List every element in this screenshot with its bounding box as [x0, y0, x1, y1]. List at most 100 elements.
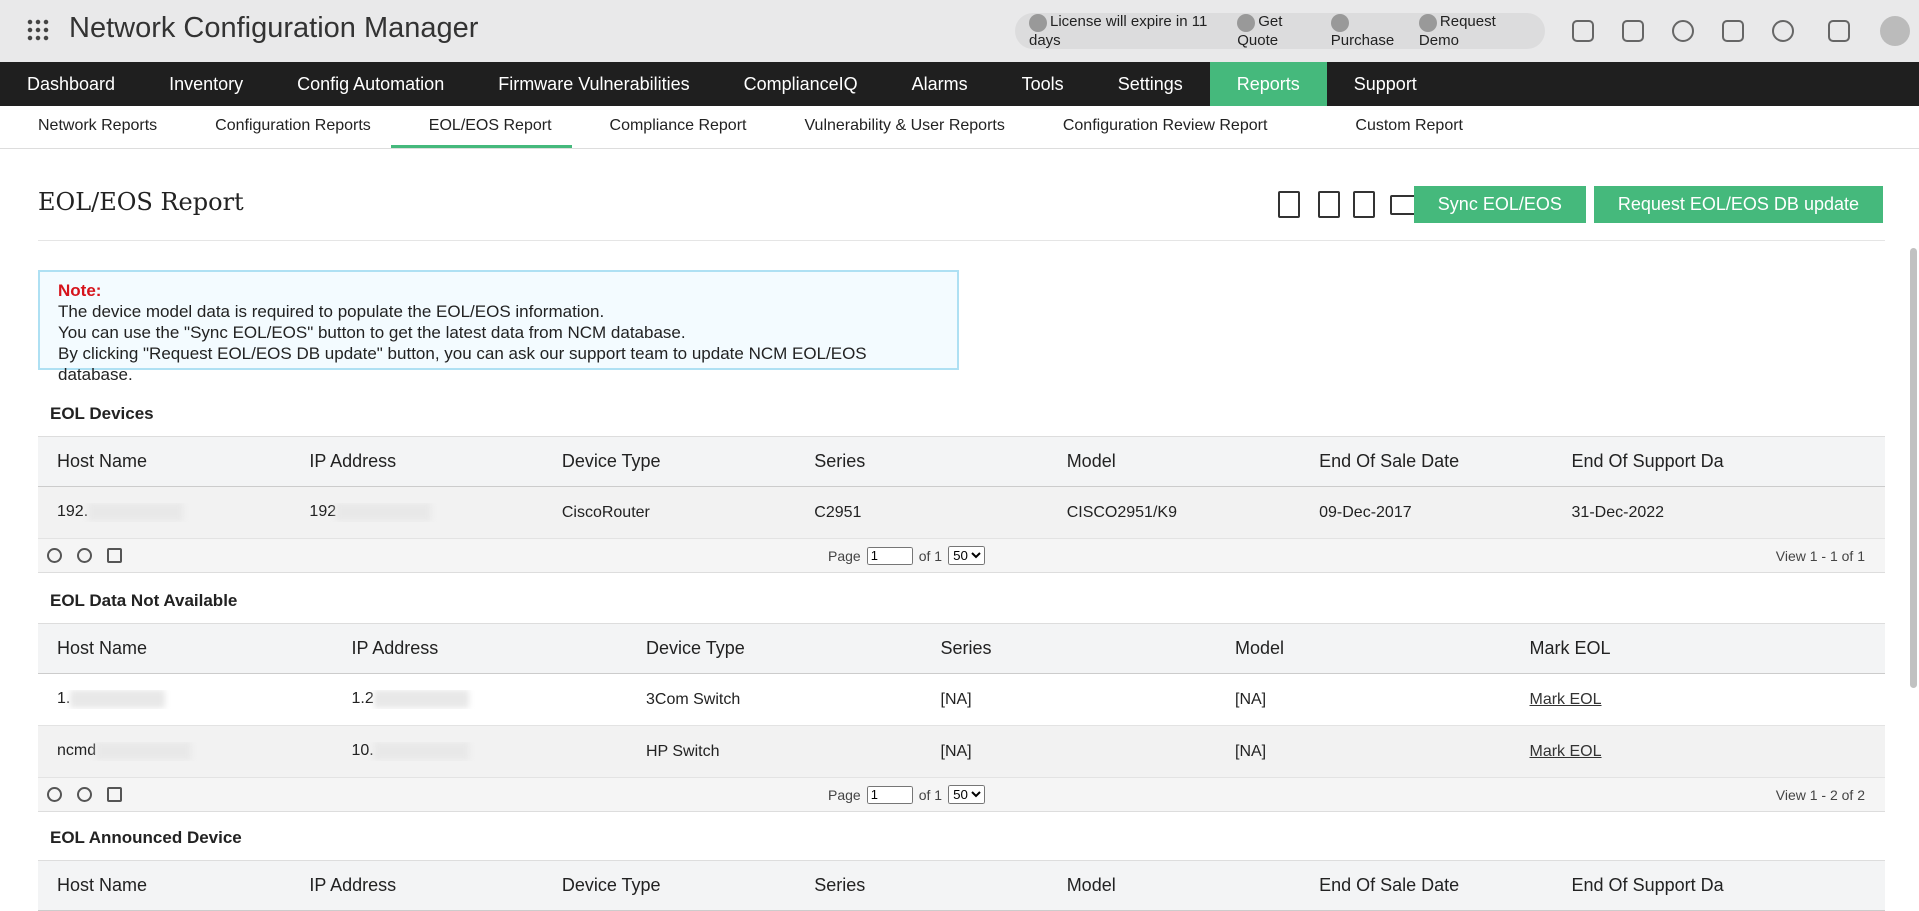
cell-text: CiscoRouter	[561, 503, 650, 521]
column-header: Series	[814, 451, 866, 471]
alert-icon[interactable]	[1828, 20, 1850, 42]
note: Note: The device model data is required …	[38, 270, 959, 384]
table-header: Host Name IP Address Device Type Series Mode…	[38, 436, 1885, 487]
cell-text: 1.	[57, 690, 71, 708]
mark-eol-link[interactable]: Mark EOL	[1529, 742, 1602, 760]
cell-text: 10.	[351, 742, 374, 760]
subnav-item[interactable]: Network Reports	[38, 117, 158, 134]
subnav-item[interactable]: Custom Report	[1355, 117, 1463, 134]
sub-nav: Network Reports Configuration Reports EOL/…	[0, 106, 1919, 149]
nav-item[interactable]: ComplianceIQ	[743, 74, 858, 94]
page-input[interactable]	[866, 785, 913, 804]
scrollbar[interactable]	[1910, 248, 1917, 688]
divider	[38, 240, 1885, 241]
column-header: Model	[1066, 451, 1116, 471]
csv-icon[interactable]	[1318, 191, 1340, 218]
link-icon	[1418, 13, 1437, 32]
cell: 31-Dec-2022	[1553, 504, 1805, 522]
header-link-text[interactable]: Purchase	[1330, 31, 1395, 49]
table-row: 1. 1.2 3Com Switch [NA] [NA] Mark EOL	[38, 674, 1885, 726]
note-line: You can use the "Sync EOL/EOS" button to…	[58, 323, 686, 342]
cell-text: ncmd	[57, 742, 97, 760]
pdf-icon[interactable]	[1278, 191, 1300, 218]
action-button[interactable]: Request EOL/EOS DB update	[1593, 186, 1883, 223]
pager-controls: Page of 1 50	[828, 785, 986, 804]
apps-menu[interactable]	[26, 18, 50, 42]
cell-text: [NA]	[1235, 690, 1267, 708]
nav-item[interactable]: Inventory	[169, 74, 244, 94]
cell: HP Switch	[627, 743, 922, 761]
license-text: License will expire in 11 days	[1029, 13, 1227, 49]
cell: Mark EOL	[1511, 691, 1806, 709]
nav-item[interactable]: Config Automation	[297, 74, 445, 94]
video-icon[interactable]	[1622, 20, 1644, 42]
subnav-item[interactable]: EOL/EOS Report	[390, 106, 572, 148]
redacted	[88, 503, 184, 522]
pager-search[interactable]	[47, 787, 62, 802]
subnav-item[interactable]: Compliance Report	[609, 117, 747, 134]
nav-item[interactable]: Reports	[1209, 62, 1327, 106]
pager-search[interactable]	[47, 548, 62, 563]
bell-icon[interactable]	[1722, 20, 1744, 42]
page-view: View 1 - 2 of 2	[1775, 786, 1865, 803]
xls-icon[interactable]	[1353, 191, 1375, 218]
nav-item[interactable]: Settings	[1117, 74, 1183, 94]
subnav-item[interactable]: Vulnerability & User Reports	[804, 117, 1005, 134]
cell: [NA]	[922, 743, 1217, 761]
mark-eol-link[interactable]: Mark EOL	[1529, 690, 1602, 708]
header-link-text[interactable]: Request Demo	[1418, 13, 1496, 49]
note-label: Note:	[58, 281, 102, 300]
nav-item[interactable]: Support	[1353, 74, 1417, 94]
column-header: Series	[814, 875, 866, 895]
subnav-item[interactable]: Configuration Reports	[215, 117, 371, 134]
cell: CISCO2951/K9	[1048, 504, 1300, 522]
redacted	[373, 690, 469, 709]
nav-item[interactable]: Tools	[1021, 74, 1064, 94]
pager-refresh[interactable]	[77, 548, 92, 563]
nav-item[interactable]: Firmware Vulnerabilities	[498, 74, 690, 94]
cell-text: 3Com Switch	[646, 690, 741, 708]
redacted	[96, 742, 192, 761]
cell: C2951	[795, 504, 1047, 522]
pager-refresh[interactable]	[77, 787, 92, 802]
section-title: EOL Announced Device	[50, 828, 242, 847]
cell: 1.2	[333, 690, 628, 709]
nav-item[interactable]: Dashboard	[27, 74, 116, 94]
column-header: Device Type	[646, 638, 745, 658]
app-title: Network Configuration Manager	[69, 12, 479, 44]
header-link-text[interactable]: Get Quote	[1237, 13, 1283, 49]
header-link[interactable]: Get Quote	[1237, 13, 1321, 49]
column-header: Host Name	[57, 451, 148, 471]
pager-columns[interactable]	[107, 787, 122, 802]
avatar[interactable]	[1880, 16, 1910, 46]
column-header: Model	[1235, 638, 1285, 658]
page-size[interactable]: 50	[948, 546, 986, 565]
report-section: EOL Devices Host Name IP Address Device Typ…	[38, 402, 1885, 573]
pager: Page of 1 50 View 1 - 2 of 2	[38, 778, 1885, 812]
cell-text: [NA]	[1235, 742, 1267, 760]
pager: Page of 1 50 View 1 - 1 of 1	[38, 539, 1885, 573]
subnav-item[interactable]: Configuration Review Report	[1062, 117, 1268, 134]
column-header: Device Type	[561, 451, 661, 471]
actions: Sync EOL/EOS Request EOL/EOS DB update	[1413, 186, 1883, 223]
header-link[interactable]: Request Demo	[1418, 13, 1531, 49]
search-icon[interactable]	[1672, 20, 1694, 42]
column-header: End Of Support Da	[1571, 451, 1724, 471]
rocket-icon[interactable]	[1572, 20, 1594, 42]
page-view: View 1 - 1 of 1	[1775, 547, 1865, 564]
header-link[interactable]: Purchase	[1330, 13, 1409, 49]
pager-columns[interactable]	[107, 548, 122, 563]
page-input[interactable]	[866, 546, 913, 565]
column-header: End Of Sale Date	[1319, 451, 1460, 471]
page-size[interactable]: 50	[948, 785, 986, 804]
nav-item[interactable]: Alarms	[911, 74, 968, 94]
cell: 10.	[333, 742, 628, 761]
column-header: End Of Support Da	[1571, 875, 1724, 895]
cell-text: [NA]	[940, 690, 972, 708]
settings-icon[interactable]	[1772, 20, 1794, 42]
cell-text: 1.2	[351, 690, 374, 708]
redacted	[336, 503, 432, 522]
cell: 09-Dec-2017	[1300, 504, 1552, 522]
cell: ncmd	[38, 742, 333, 761]
action-button[interactable]: Sync EOL/EOS	[1413, 186, 1586, 223]
